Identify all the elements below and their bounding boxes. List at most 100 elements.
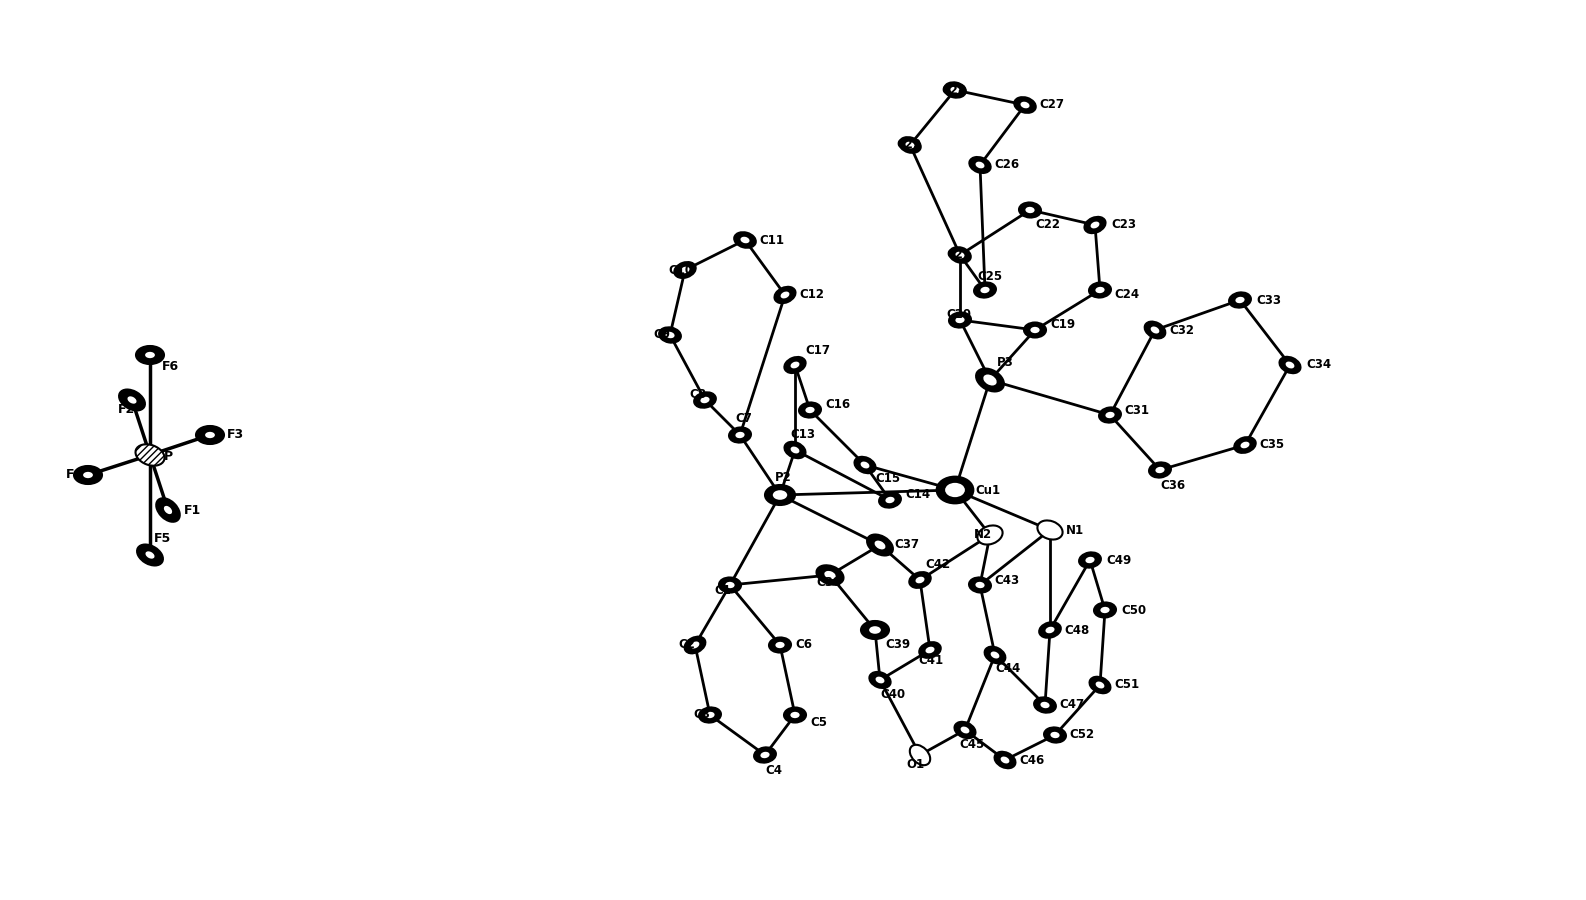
Ellipse shape <box>1078 553 1101 568</box>
Ellipse shape <box>950 86 960 94</box>
Ellipse shape <box>1001 757 1009 763</box>
Ellipse shape <box>1235 297 1245 303</box>
Text: P3: P3 <box>998 356 1013 370</box>
Ellipse shape <box>790 362 799 368</box>
Ellipse shape <box>690 642 699 649</box>
Ellipse shape <box>1234 437 1256 453</box>
Text: F5: F5 <box>154 533 171 545</box>
Ellipse shape <box>783 707 806 723</box>
Ellipse shape <box>774 287 796 303</box>
Ellipse shape <box>1101 607 1110 613</box>
Ellipse shape <box>799 402 822 418</box>
Text: F6: F6 <box>162 361 179 374</box>
Ellipse shape <box>741 237 750 243</box>
Ellipse shape <box>985 647 1006 663</box>
Text: C42: C42 <box>925 559 950 572</box>
Text: C2: C2 <box>677 638 695 652</box>
Ellipse shape <box>82 472 94 478</box>
Ellipse shape <box>685 636 706 653</box>
Ellipse shape <box>855 457 875 473</box>
Text: C33: C33 <box>1256 293 1281 307</box>
Ellipse shape <box>1015 97 1036 112</box>
Ellipse shape <box>1050 732 1059 738</box>
Ellipse shape <box>1039 622 1061 638</box>
Text: N1: N1 <box>1066 524 1085 536</box>
Text: C25: C25 <box>977 269 1002 283</box>
Text: C39: C39 <box>885 637 910 651</box>
Ellipse shape <box>944 82 966 98</box>
Ellipse shape <box>1151 327 1159 334</box>
Ellipse shape <box>955 722 975 738</box>
Ellipse shape <box>790 712 799 718</box>
Ellipse shape <box>127 396 136 404</box>
Ellipse shape <box>861 462 869 468</box>
Text: F3: F3 <box>227 428 244 442</box>
Ellipse shape <box>1091 221 1099 229</box>
Ellipse shape <box>660 328 680 343</box>
Ellipse shape <box>776 642 785 648</box>
Ellipse shape <box>772 491 787 500</box>
Text: C8: C8 <box>688 389 706 401</box>
Text: C32: C32 <box>1169 323 1194 337</box>
Text: C5: C5 <box>810 716 826 728</box>
Text: C4: C4 <box>764 764 782 778</box>
Text: C43: C43 <box>994 573 1020 587</box>
Text: C52: C52 <box>1069 728 1094 742</box>
Ellipse shape <box>1096 287 1104 293</box>
Ellipse shape <box>825 571 836 579</box>
Ellipse shape <box>806 407 815 413</box>
Text: C37: C37 <box>895 538 918 552</box>
Ellipse shape <box>706 712 715 718</box>
Text: C13: C13 <box>790 428 815 442</box>
Ellipse shape <box>144 352 155 358</box>
Ellipse shape <box>1020 102 1029 108</box>
Text: C50: C50 <box>1121 604 1147 617</box>
Text: C49: C49 <box>1105 554 1131 566</box>
Ellipse shape <box>1094 602 1117 617</box>
Text: C3: C3 <box>693 708 711 722</box>
Text: C14: C14 <box>906 489 929 501</box>
Ellipse shape <box>994 752 1015 769</box>
Text: C38: C38 <box>817 577 841 590</box>
Ellipse shape <box>780 292 790 299</box>
Ellipse shape <box>1150 463 1170 478</box>
Ellipse shape <box>699 707 722 723</box>
Ellipse shape <box>885 497 895 503</box>
Text: C51: C51 <box>1113 679 1139 691</box>
Ellipse shape <box>874 541 885 549</box>
Text: C16: C16 <box>825 399 850 411</box>
Text: C1: C1 <box>714 584 731 598</box>
Ellipse shape <box>975 162 985 168</box>
Ellipse shape <box>899 137 921 153</box>
Text: C22: C22 <box>1036 218 1059 230</box>
Text: C48: C48 <box>1064 624 1090 636</box>
Text: C20: C20 <box>945 309 971 321</box>
Ellipse shape <box>879 492 901 508</box>
Text: C17: C17 <box>806 345 829 357</box>
Text: C28: C28 <box>940 84 966 96</box>
Ellipse shape <box>817 565 844 585</box>
Text: C36: C36 <box>1159 479 1185 491</box>
Ellipse shape <box>119 390 144 410</box>
Ellipse shape <box>1096 681 1104 688</box>
Ellipse shape <box>969 157 991 173</box>
Text: C27: C27 <box>1039 98 1064 112</box>
Ellipse shape <box>695 392 715 408</box>
Ellipse shape <box>701 397 709 403</box>
Ellipse shape <box>975 368 1004 392</box>
Ellipse shape <box>1026 207 1034 213</box>
Ellipse shape <box>1020 202 1040 218</box>
Text: C35: C35 <box>1259 438 1285 452</box>
Ellipse shape <box>674 262 696 278</box>
Ellipse shape <box>910 745 931 765</box>
Ellipse shape <box>961 726 969 734</box>
Ellipse shape <box>1045 626 1055 634</box>
Ellipse shape <box>1044 727 1066 742</box>
Ellipse shape <box>948 312 971 328</box>
Text: C19: C19 <box>1050 319 1075 331</box>
Ellipse shape <box>1031 327 1039 333</box>
Text: F2: F2 <box>117 403 135 417</box>
Ellipse shape <box>785 442 806 458</box>
Ellipse shape <box>955 317 964 323</box>
Text: C11: C11 <box>760 233 783 247</box>
